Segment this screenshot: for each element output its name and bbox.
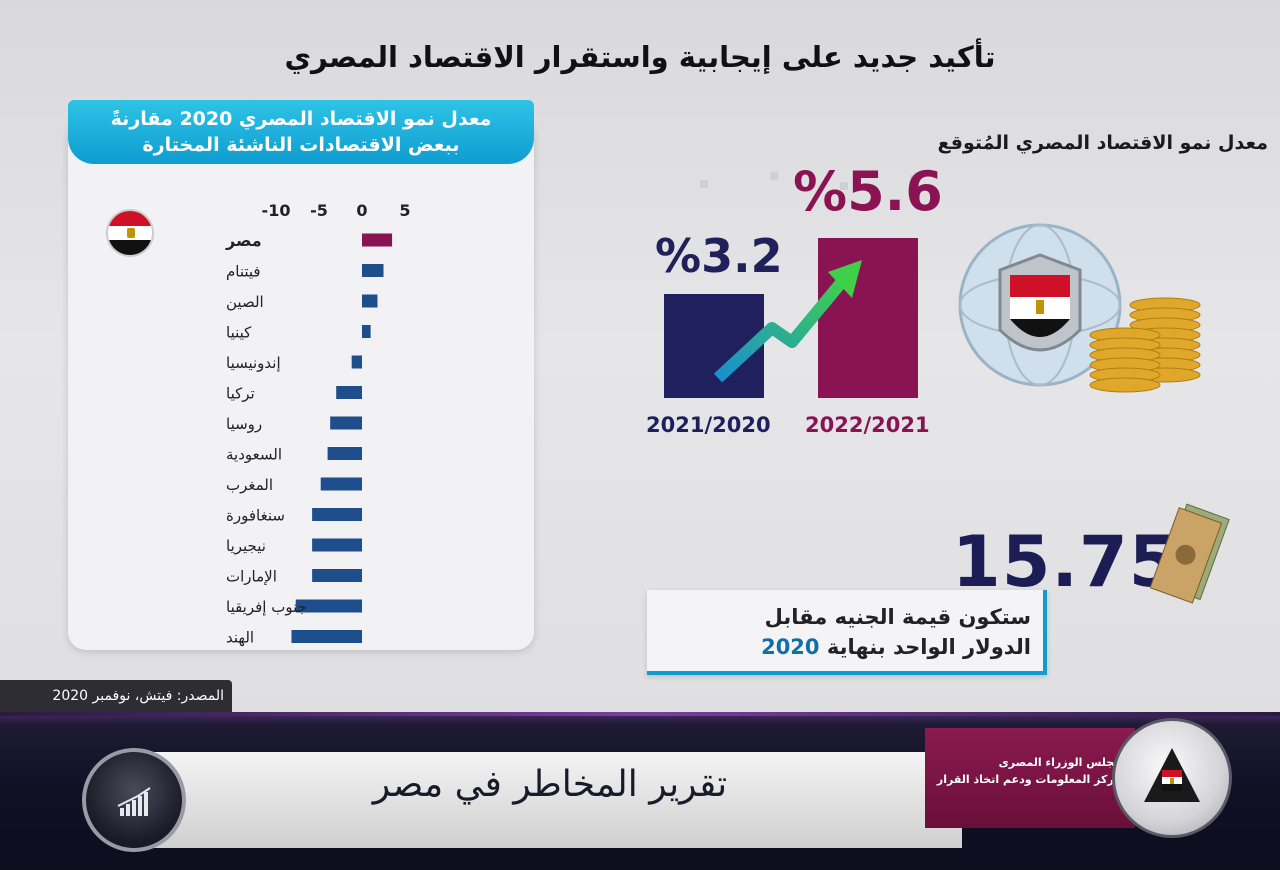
country-label: كينيا bbox=[226, 324, 252, 342]
forecast-year-2021-2020: 2021/2020 bbox=[646, 413, 771, 437]
axis-tick-label: 0 bbox=[356, 201, 367, 220]
bar-6 bbox=[336, 386, 362, 399]
bar-10 bbox=[312, 508, 362, 521]
forecast-chart bbox=[664, 172, 918, 398]
country-label: الصين bbox=[226, 293, 264, 311]
bar-2 bbox=[362, 264, 384, 277]
exchange-rate-caption: ستكون قيمة الجنيه مقابل الدولار الواحد ب… bbox=[647, 590, 1047, 675]
banner-divider bbox=[0, 712, 1280, 716]
egypt-flag-icon bbox=[106, 209, 154, 257]
report-title-pill bbox=[92, 752, 962, 848]
panel-header-line2: ببعض الاقتصادات الناشئة المختارة bbox=[142, 134, 460, 156]
country-label: السعودية bbox=[226, 446, 282, 464]
country-label: سنغافورة bbox=[226, 507, 285, 525]
growth-comparison-chart: -10 -5 0 5 مصر فيتنام الصين كينيا إندونيسيا تركيا… bbox=[225, 201, 411, 647]
pyramid-emblem-icon bbox=[1144, 748, 1200, 802]
globe-shield-coins-icon bbox=[958, 223, 1201, 393]
axis-tick-label: -10 bbox=[262, 201, 291, 220]
forecast-value-2021-2020: %3.2 bbox=[655, 229, 783, 283]
org-line2: مركز المعلومات ودعم اتخاذ القرار bbox=[936, 773, 1121, 786]
report-title: تقرير المخاطر في مصر bbox=[372, 764, 728, 805]
exchange-rate-value: 15.75 bbox=[952, 521, 1179, 603]
forecast-bar-2022-2021 bbox=[818, 238, 918, 398]
country-label: تركيا bbox=[226, 385, 255, 403]
growth-arrow-icon bbox=[713, 274, 850, 383]
forecast-title: معدل نمو الاقتصاد المصري المُتوقع bbox=[937, 132, 1268, 154]
country-label: فيتنام bbox=[226, 263, 261, 281]
bar-13 bbox=[295, 599, 362, 613]
bar-9 bbox=[320, 477, 362, 491]
bar-12 bbox=[312, 569, 362, 582]
country-label: الإمارات bbox=[226, 568, 277, 586]
growth-comparison-panel bbox=[68, 118, 534, 650]
bar-14 bbox=[291, 630, 362, 643]
country-label: روسيا bbox=[226, 415, 262, 433]
forecast-value-2022-2021: %5.6 bbox=[793, 160, 943, 223]
axis-tick-label: 5 bbox=[399, 201, 410, 220]
organization-logo bbox=[1112, 718, 1232, 838]
country-label: إندونيسيا bbox=[226, 354, 281, 372]
bar-8 bbox=[327, 447, 362, 460]
axis-tick-label: -5 bbox=[310, 201, 328, 220]
report-chart-icon bbox=[82, 748, 186, 852]
panel-header-line1: معدل نمو الاقتصاد المصري 2020 مقارنةً bbox=[110, 108, 492, 130]
country-label: نيجيريا bbox=[226, 537, 266, 555]
org-line1: مجلس الوزراء المصرى bbox=[998, 756, 1121, 769]
country-label: المغرب bbox=[226, 476, 273, 494]
bar-3 bbox=[362, 294, 378, 308]
forecast-year-2022-2021: 2022/2021 bbox=[805, 413, 930, 437]
bar-5 bbox=[351, 355, 362, 369]
page-title: تأكيد جديد على إيجابية واستقرار الاقتصاد… bbox=[284, 40, 996, 74]
exchange-caption-line2: الدولار الواحد بنهاية bbox=[826, 635, 1031, 659]
country-label: جنوب إفريقيا bbox=[226, 598, 307, 616]
exchange-caption-year: 2020 bbox=[761, 635, 820, 659]
organization-label: مجلس الوزراء المصرى مركز المعلومات ودعم … bbox=[925, 728, 1135, 828]
bar-7 bbox=[330, 416, 362, 430]
bar-11 bbox=[312, 538, 362, 552]
panel-header: معدل نمو الاقتصاد المصري 2020 مقارنةً بب… bbox=[68, 100, 534, 164]
bar-1 bbox=[362, 233, 393, 247]
country-label: مصر bbox=[225, 231, 262, 250]
source-note: المصدر: فيتش، نوفمبر 2020 bbox=[0, 680, 232, 712]
banknotes-icon bbox=[1150, 503, 1230, 604]
country-label: الهند bbox=[226, 629, 254, 647]
exchange-caption-line1: ستكون قيمة الجنيه مقابل bbox=[764, 605, 1031, 629]
bar-4 bbox=[362, 325, 371, 338]
